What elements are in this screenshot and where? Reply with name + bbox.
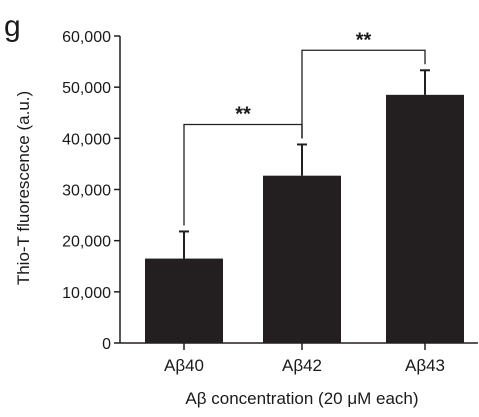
x-axis-title: Aβ concentration (20 μM each) (185, 389, 418, 408)
y-tick-label: 10,000 (62, 285, 111, 302)
y-tick-label: 40,000 (62, 131, 111, 148)
bar (145, 258, 223, 343)
y-axis-title: Thio-T fluorescence (a.u.) (14, 91, 33, 285)
significance-bracket (301, 49, 426, 139)
bars (145, 69, 464, 343)
significance-label: ** (235, 103, 251, 125)
y-tick-label: 60,000 (62, 29, 111, 46)
bar (386, 94, 464, 343)
significance-label: ** (356, 29, 372, 51)
y-tick-label: 0 (102, 336, 111, 353)
y-tick-label: 30,000 (62, 183, 111, 200)
x-tick-label: Aβ40 (164, 356, 204, 375)
significance-annotations: ** ** (183, 29, 426, 226)
y-tick-label: 50,000 (62, 80, 111, 97)
y-tick-label: 20,000 (62, 234, 111, 251)
x-axis-category-labels: Aβ40 Aβ42 Aβ43 (164, 343, 445, 375)
panel-label: g (4, 10, 21, 43)
x-tick-label: Aβ42 (282, 356, 322, 375)
bar (263, 175, 341, 343)
y-axis-ticks: 0 10,000 20,000 30,000 40,000 50,000 60,000 (62, 29, 120, 353)
x-tick-label: Aβ43 (405, 356, 445, 375)
